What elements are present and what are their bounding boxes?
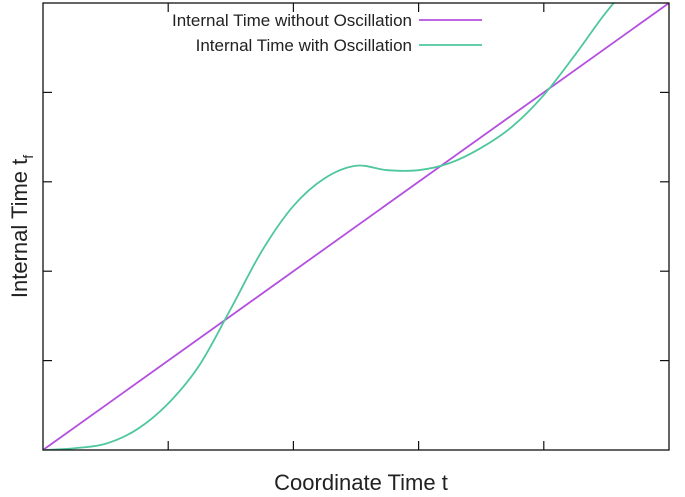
plot-frame	[42, 2, 670, 451]
series-line-0	[43, 3, 669, 450]
series-line-1	[43, 3, 615, 450]
y-axis-label-main: Internal Time t	[7, 159, 32, 298]
series-layer	[43, 3, 669, 450]
legend-label-0: Internal Time without Oscillation	[172, 11, 412, 30]
ticks-layer	[43, 3, 669, 450]
legend: Internal Time without Oscillation Interna…	[172, 11, 482, 55]
x-axis-label: Coordinate Time t	[274, 470, 448, 492]
legend-label-1: Internal Time with Oscillation	[196, 36, 412, 55]
y-axis-label-subscript: f	[20, 155, 36, 159]
y-axis-label: Internal Time tf	[7, 155, 36, 298]
